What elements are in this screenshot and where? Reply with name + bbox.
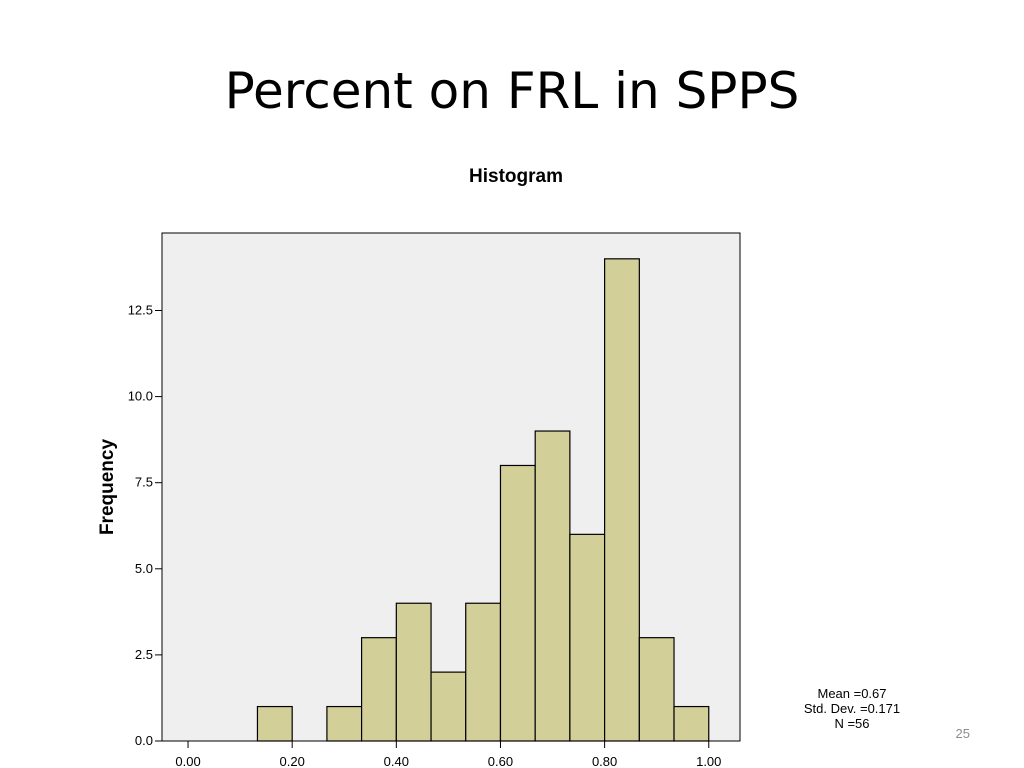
histogram-bar [430,671,467,742]
histogram-bar [604,258,640,742]
page-number: 25 [955,726,970,741]
y-tick-label: 7.5 [135,475,153,490]
histogram-bar [569,533,606,742]
x-axis: 0.00 0.20 0.40 0.60 0.80 1.00 [175,741,721,768]
y-tick-label: 5.0 [135,561,153,576]
y-axis: 0.0 2.5 5.0 7.5 10.0 12.5 [128,302,162,748]
x-tick-label: 1.00 [696,754,721,768]
histogram-bar [499,464,536,742]
x-tick-label: 0.20 [280,754,305,768]
x-tick-label: 0.60 [488,754,513,768]
histogram-bar [638,637,675,742]
y-axis-label: Frequency [97,439,118,536]
histogram-bar [673,705,710,742]
stat-std-dev: Std. Dev. =0.171 [803,701,901,716]
histogram-bar [534,430,571,742]
histogram-bar [326,705,363,742]
chart-title: Histogram [469,166,563,187]
x-tick-label: 0.00 [175,754,200,768]
histogram-bar [360,637,397,742]
y-tick-label: 12.5 [128,302,153,317]
x-tick-label: 0.80 [592,754,617,768]
summary-stats: Mean =0.67 Std. Dev. =0.171 N =56 [772,686,932,731]
histogram-bars [256,258,710,742]
y-tick-label: 10.0 [128,389,153,404]
y-tick-label: 2.5 [135,647,153,662]
stat-n: N =56 [834,716,870,731]
histogram-bar [256,705,293,742]
x-tick-label: 0.40 [384,754,409,768]
histogram-bar [465,602,502,742]
slide-title: Percent on FRL in SPPS [224,62,800,120]
stat-mean: Mean =0.67 [817,686,887,701]
y-tick-label: 0.0 [135,733,153,748]
histogram-bar [395,602,432,742]
